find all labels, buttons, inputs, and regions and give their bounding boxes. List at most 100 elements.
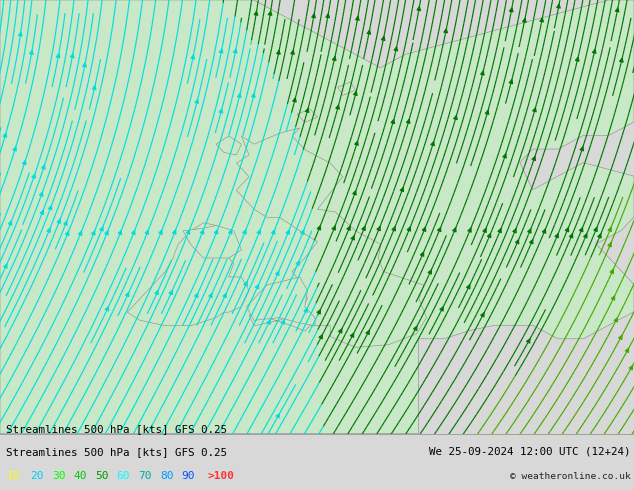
FancyArrowPatch shape [608,243,611,247]
FancyArrowPatch shape [268,11,272,15]
FancyArrowPatch shape [42,165,45,169]
FancyArrowPatch shape [23,161,26,165]
FancyArrowPatch shape [243,230,246,234]
FancyArrowPatch shape [48,206,52,210]
FancyArrowPatch shape [453,228,456,232]
Text: 30: 30 [52,471,65,481]
FancyArrowPatch shape [569,234,573,238]
FancyArrowPatch shape [422,227,425,231]
FancyArrowPatch shape [580,147,583,151]
FancyArrowPatch shape [256,285,259,289]
Text: Streamlines 500 hPa [kts] GFS 0.25: Streamlines 500 hPa [kts] GFS 0.25 [6,447,228,457]
FancyArrowPatch shape [276,271,279,275]
FancyArrowPatch shape [301,230,304,234]
FancyArrowPatch shape [83,63,86,67]
FancyArrowPatch shape [65,231,69,236]
Text: 60: 60 [117,471,130,481]
FancyArrowPatch shape [18,32,22,36]
FancyArrowPatch shape [431,142,434,146]
FancyArrowPatch shape [3,133,6,137]
FancyArrowPatch shape [276,50,280,54]
Text: 20: 20 [30,471,44,481]
FancyArrowPatch shape [233,49,237,53]
FancyArrowPatch shape [172,230,176,234]
FancyArrowPatch shape [444,29,448,33]
FancyArrowPatch shape [191,55,195,59]
FancyArrowPatch shape [319,335,322,339]
FancyArrowPatch shape [392,227,396,231]
FancyArrowPatch shape [391,120,394,123]
FancyArrowPatch shape [267,320,270,324]
FancyArrowPatch shape [481,313,484,317]
FancyArrowPatch shape [557,4,560,8]
FancyArrowPatch shape [555,234,559,238]
FancyArrowPatch shape [351,236,354,240]
FancyArrowPatch shape [8,221,12,225]
FancyArrowPatch shape [79,231,82,235]
FancyArrowPatch shape [428,270,431,274]
Text: 90: 90 [181,471,195,481]
FancyArrowPatch shape [13,147,16,151]
FancyArrowPatch shape [454,116,457,120]
FancyArrowPatch shape [420,252,424,256]
FancyArrowPatch shape [611,296,614,300]
FancyArrowPatch shape [610,270,613,273]
FancyArrowPatch shape [467,285,470,289]
FancyArrowPatch shape [92,231,95,235]
FancyArrowPatch shape [488,234,491,238]
FancyArrowPatch shape [195,99,198,103]
FancyArrowPatch shape [598,234,601,238]
FancyArrowPatch shape [40,210,44,215]
FancyArrowPatch shape [351,333,354,337]
FancyArrowPatch shape [126,293,129,296]
FancyArrowPatch shape [579,228,583,232]
FancyArrowPatch shape [39,192,43,196]
Text: © weatheronline.co.uk: © weatheronline.co.uk [510,472,631,481]
FancyArrowPatch shape [592,49,596,53]
FancyArrowPatch shape [159,230,162,234]
FancyArrowPatch shape [56,54,60,58]
FancyArrowPatch shape [576,57,579,61]
FancyArrowPatch shape [291,50,294,54]
Text: Streamlines 500 hPa [kts] GFS 0.25: Streamlines 500 hPa [kts] GFS 0.25 [6,424,228,434]
FancyArrowPatch shape [32,174,36,178]
FancyArrowPatch shape [304,308,307,313]
FancyArrowPatch shape [533,108,536,112]
FancyArrowPatch shape [4,264,7,268]
FancyArrowPatch shape [105,231,108,235]
FancyArrowPatch shape [616,8,619,12]
FancyArrowPatch shape [619,336,622,340]
FancyArrowPatch shape [367,30,371,34]
FancyArrowPatch shape [105,307,108,311]
FancyArrowPatch shape [244,282,247,286]
FancyArrowPatch shape [481,71,484,75]
FancyArrowPatch shape [332,226,335,230]
FancyArrowPatch shape [382,36,385,40]
FancyArrowPatch shape [336,105,339,109]
FancyArrowPatch shape [281,320,285,324]
FancyArrowPatch shape [64,221,67,225]
FancyArrowPatch shape [485,110,489,114]
FancyArrowPatch shape [394,47,398,51]
FancyArrowPatch shape [614,318,618,322]
FancyArrowPatch shape [540,18,543,22]
FancyArrowPatch shape [527,229,531,233]
FancyArrowPatch shape [155,291,158,294]
FancyArrowPatch shape [355,141,358,145]
FancyArrowPatch shape [515,240,519,244]
FancyArrowPatch shape [209,294,212,297]
FancyArrowPatch shape [200,230,204,234]
Text: >100: >100 [208,471,235,481]
FancyArrowPatch shape [625,348,628,352]
FancyArrowPatch shape [629,366,633,370]
FancyArrowPatch shape [407,227,410,231]
FancyArrowPatch shape [312,14,315,18]
FancyArrowPatch shape [186,230,190,234]
FancyArrowPatch shape [608,227,611,231]
FancyArrowPatch shape [594,227,597,231]
FancyArrowPatch shape [276,414,280,418]
FancyArrowPatch shape [254,11,258,15]
FancyArrowPatch shape [347,226,350,230]
FancyArrowPatch shape [527,339,530,343]
FancyArrowPatch shape [47,228,50,232]
